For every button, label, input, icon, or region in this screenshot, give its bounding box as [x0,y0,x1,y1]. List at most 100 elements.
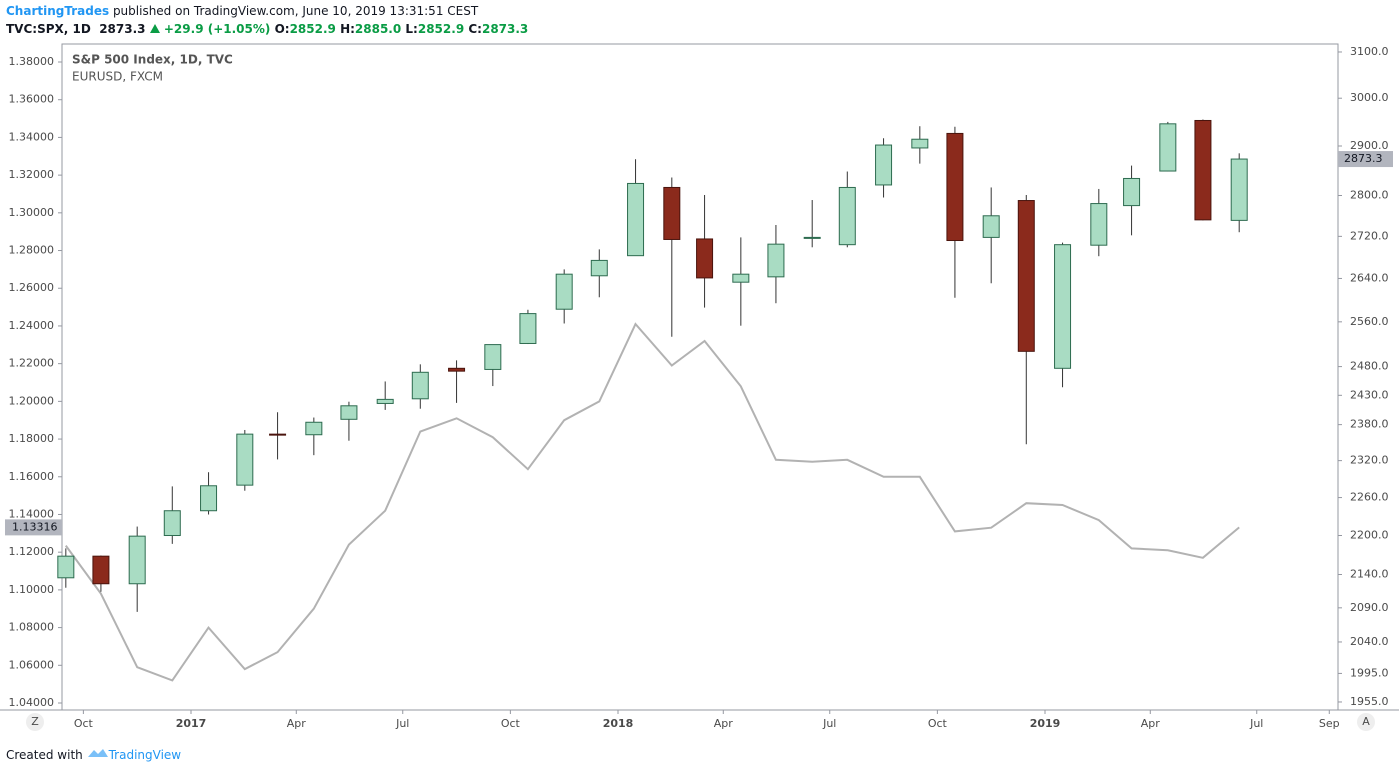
line-series [64,322,1240,682]
candle-body [519,313,537,344]
high: 2885.0 [354,22,402,36]
low: 2852.9 [417,22,465,36]
last: 2873.3 [99,22,146,36]
up-arrow [149,24,160,33]
candle-body [376,398,394,404]
last-price-label: 2873.3 [1344,152,1383,165]
candle-body [1194,119,1212,221]
x-tick-label: Sep [1319,717,1340,730]
y2-tick-label: 2090.0 [1350,601,1389,614]
candle-body [696,238,714,279]
y-tick-label: 1.24000 [9,319,55,332]
change: +29.9 (+1.05%) [163,22,271,36]
y2-tick-label: 2560.0 [1350,315,1389,328]
y-tick-label: 1.30000 [9,206,55,219]
candle-body [803,236,821,239]
chart: S&P 500 Index, 1D, TVC EURUSD, FXCM Z A … [0,43,1399,731]
y-tick-label: 1.08000 [9,621,55,634]
candle-body [838,186,856,246]
c-label: C: [468,22,482,36]
candle-body [1090,203,1108,246]
y2-tick-label: 2640.0 [1350,271,1389,284]
button-label[interactable]: A [1362,715,1370,728]
legend-eurusd: EURUSD, FXCM [72,70,163,84]
candle-body [555,273,573,310]
candle-body [305,421,323,436]
x-tick-label: Apr [1141,717,1161,730]
y2-tick-label: 2380.0 [1350,418,1389,431]
candle-body [875,144,893,186]
button[interactable] [26,713,44,731]
x-tick-label: Oct [74,717,94,730]
candle-body [57,555,75,579]
x-tick-label: Jul [1249,717,1263,730]
candle-body [92,555,110,585]
h-label: H: [340,22,355,36]
legend-spx: S&P 500 Index, 1D, TVC [72,53,233,67]
candle-body [448,367,466,372]
candle-body [590,259,608,277]
y-tick-label: 1.14000 [9,507,55,520]
button-label[interactable]: Z [31,715,39,728]
x-tick-label: Apr [287,717,307,730]
quote-line: TVC:SPX, 1D 2873.3 +29.9 (+1.05%) O:2852… [6,22,528,36]
y-tick-label: 1.34000 [9,130,55,143]
y2-tick-label: 2320.0 [1350,454,1389,467]
symbol: TVC:SPX, 1D [6,22,91,36]
candle-body [340,405,358,420]
y-tick-label: 1.06000 [9,658,55,671]
y2-tick-label: 2430.0 [1350,388,1389,401]
y2-tick-label: 2800.0 [1350,188,1389,201]
candle-body [1017,200,1035,352]
y2-tick-label: 3000.0 [1350,91,1389,104]
last-price-tag [5,519,62,536]
o-label: O: [274,22,290,36]
x-tick-label: Oct [928,717,948,730]
button[interactable] [1357,713,1375,731]
y2-tick-label: 1995.0 [1350,666,1389,679]
candle-body [767,243,785,278]
candle-body [1230,158,1248,221]
candle-body [982,215,1000,238]
l-label: L: [405,22,418,36]
created: Created with [6,748,83,762]
candle-body [663,186,681,240]
y2-tick-label: 2480.0 [1350,360,1389,373]
y-tick-label: 1.04000 [9,696,55,709]
y2-tick-label: 1955.0 [1350,695,1389,708]
y-tick-label: 1.38000 [9,55,55,68]
candle-body [1123,177,1141,207]
x-tick-label: Apr [714,717,734,730]
y-tick-label: 1.10000 [9,583,55,596]
x-tick-label: Jul [822,717,836,730]
candle-body [128,535,146,585]
candle-body [200,485,218,512]
brand[interactable]: TradingView [108,748,182,762]
candle-body [946,132,964,242]
published: published on TradingView.com, June 10, 2… [112,4,479,18]
candle-body [627,182,645,257]
candle-body [411,371,429,400]
y2-tick-label: 3100.0 [1350,45,1389,58]
y-tick-label: 1.28000 [9,244,55,257]
y-tick-label: 1.20000 [9,394,55,407]
x-tick-label: 2019 [1030,717,1061,730]
x-tick-label: Jul [395,717,409,730]
y-tick-label: 1.26000 [9,281,55,294]
last-price-tag [1338,151,1393,168]
x-tick-label: 2017 [176,717,207,730]
candle-body [163,510,181,537]
y2-tick-label: 2900.0 [1350,139,1389,152]
candle-body [1159,123,1177,172]
y-tick-label: 1.16000 [9,470,55,483]
candle-body [484,344,502,370]
candle-body [236,433,254,486]
y2-tick-label: 2140.0 [1350,567,1389,580]
close: 2873.3 [481,22,529,36]
candle-body [269,433,287,436]
author[interactable]: ChartingTrades [6,4,110,18]
open: 2852.9 [289,22,336,36]
y2-tick-label: 2200.0 [1350,529,1389,542]
y-tick-label: 1.18000 [9,432,55,445]
